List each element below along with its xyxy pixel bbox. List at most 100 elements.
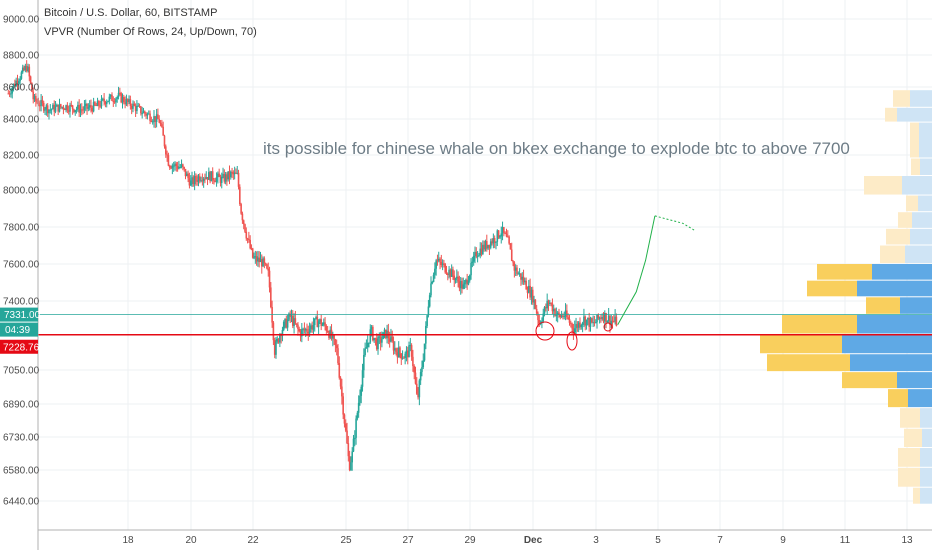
candle-body: [311, 325, 313, 330]
candle-body: [88, 105, 91, 108]
candle-body: [405, 350, 408, 354]
vp-bar-down: [817, 264, 872, 280]
candle-body: [209, 172, 211, 182]
candle-body: [263, 258, 266, 264]
candle-body: [470, 262, 472, 276]
candle-body: [534, 299, 537, 309]
candle-body: [444, 263, 446, 273]
candle-body: [184, 168, 187, 177]
time-axis[interactable]: 18 20 22 25 27 29 Dec 3 5 7 9 11 13: [122, 535, 913, 546]
line-price-tag: [0, 339, 38, 354]
last-price-label: 7331.00: [4, 310, 41, 321]
candle-body: [365, 347, 368, 349]
candle-body: [441, 263, 444, 265]
candle-body: [145, 113, 147, 116]
candle-body: [197, 176, 200, 182]
hand-drawn-circle: [603, 322, 613, 332]
candle-body: [615, 316, 618, 326]
candle-body: [69, 104, 71, 112]
candle-body: [396, 352, 399, 358]
candle-body: [172, 165, 175, 167]
time-tick-label: 3: [593, 535, 599, 546]
candle-body: [605, 313, 607, 323]
vp-bar-down: [864, 176, 902, 195]
candle-body: [129, 99, 132, 107]
candle-body: [297, 324, 299, 329]
candle-body: [315, 316, 317, 319]
vp-bar-up: [872, 264, 932, 280]
vp-bar-up: [918, 195, 932, 212]
candle-body: [401, 357, 404, 359]
candle-body: [75, 109, 78, 111]
last-price-tag: [0, 307, 38, 322]
candle-body: [427, 306, 430, 316]
candle-body: [66, 105, 69, 111]
candle-body: [236, 172, 239, 174]
candle-body: [276, 338, 279, 342]
candle-body: [270, 287, 272, 308]
candle-body: [448, 269, 450, 275]
candle-body: [359, 395, 361, 403]
candle-body: [543, 307, 546, 314]
candle-body: [291, 315, 294, 326]
candle-body: [189, 180, 192, 186]
candle-body: [504, 232, 506, 234]
candle-body: [530, 289, 533, 298]
candle-body: [56, 104, 58, 107]
candle-body: [456, 276, 458, 279]
time-tick-label: 7: [717, 535, 723, 546]
vp-bar-up: [912, 212, 932, 228]
candle-body: [546, 300, 548, 309]
candle-body: [264, 263, 267, 265]
candle-body: [45, 105, 48, 110]
candle-body: [192, 177, 195, 185]
candle-body: [171, 165, 174, 169]
candle-body: [524, 280, 526, 283]
candle-body: [319, 319, 321, 322]
candle-body: [65, 105, 67, 110]
candle-body: [347, 443, 350, 457]
candle-body: [158, 119, 161, 123]
candle-body: [570, 322, 572, 324]
vp-bar-down: [910, 122, 919, 158]
price-candles: [7, 60, 618, 472]
candle-body: [98, 101, 100, 106]
candle-body: [155, 114, 158, 122]
candle-body: [35, 96, 37, 102]
candle-body: [94, 102, 96, 105]
candle-body: [426, 315, 428, 326]
candle-body: [112, 100, 115, 102]
candle-body: [417, 393, 419, 398]
candle-body: [525, 280, 527, 290]
candle-body: [399, 347, 401, 354]
candle-body: [563, 316, 566, 318]
price-axis[interactable]: 9000.00 8800.00 8600.00 8400.00 8200.00 8000.…: [3, 15, 40, 508]
candle-body: [517, 273, 520, 275]
candle-body: [338, 363, 341, 378]
candle-body: [505, 233, 508, 237]
price-tick-label: 6730.00: [3, 433, 40, 444]
candle-body: [167, 155, 170, 166]
candle-body: [123, 97, 125, 103]
candle-body: [583, 316, 585, 323]
candle-body: [337, 348, 339, 364]
vp-bar-down: [880, 245, 905, 263]
candle-body: [381, 338, 383, 343]
candle-body: [562, 315, 564, 317]
candle-body: [15, 80, 17, 86]
time-tick-label: 27: [402, 535, 414, 546]
hand-drawn-circle: [535, 321, 555, 341]
candle-body: [48, 109, 50, 114]
candle-body: [104, 101, 107, 105]
candle-body: [357, 402, 360, 413]
indicator-label[interactable]: VPVR (Number Of Rows, 24, Up/Down, 70): [44, 26, 257, 38]
candle-body: [483, 244, 485, 250]
vp-bar-up: [897, 372, 932, 389]
candle-body: [125, 99, 128, 105]
price-tick-label: 9000.00: [3, 15, 40, 26]
time-tick-label: Dec: [524, 535, 543, 546]
candle-body: [576, 324, 579, 328]
candle-body: [232, 172, 235, 175]
price-tick-label: 6580.00: [3, 466, 40, 477]
